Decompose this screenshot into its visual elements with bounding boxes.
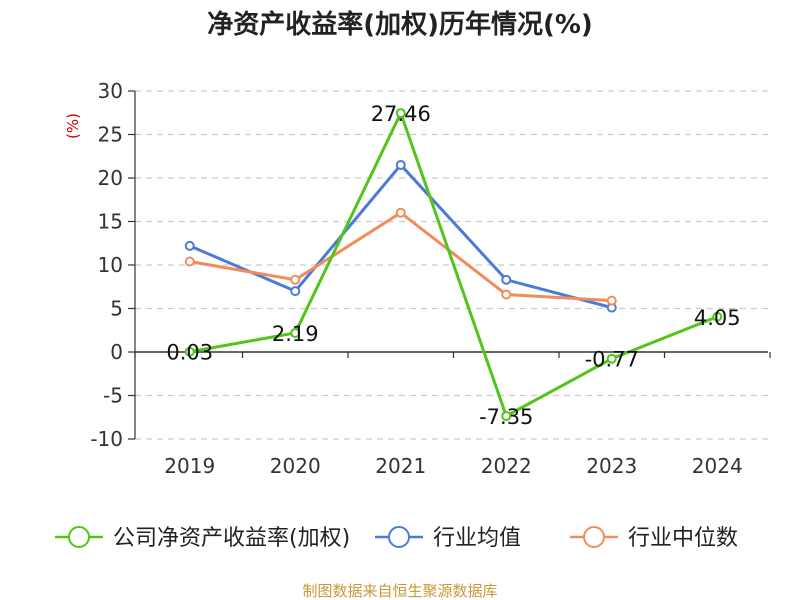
series-line-0 <box>189 111 718 418</box>
legend-label: 公司净资产收益率(加权) <box>113 526 350 551</box>
data-point <box>184 346 195 357</box>
x-tick-label: 2022 <box>481 454 532 478</box>
legend: 公司净资产收益率(加权) 行业均值 行业中位数 <box>55 526 738 551</box>
y-tick-label: 25 <box>98 123 123 147</box>
y-tick-label: 5 <box>110 297 123 321</box>
y-tick-label: 30 <box>98 79 123 103</box>
x-tick-label: 2020 <box>270 454 321 478</box>
data-label: 0.03 <box>166 341 213 365</box>
data-point <box>501 410 512 421</box>
data-point <box>184 240 195 251</box>
data-point <box>184 256 195 267</box>
y-tick-label: 15 <box>98 210 123 234</box>
y-tick-label: -5 <box>103 384 123 408</box>
series-line-1 <box>189 163 613 310</box>
axes: 30 25 20 15 10 5 0 -5 -10 2019 2020 2021 2022 2023 202… <box>90 79 771 478</box>
y-axis-label: (%) <box>64 113 82 139</box>
data-point <box>501 289 512 300</box>
data-point <box>395 207 406 218</box>
x-tick-label: 2019 <box>164 454 215 478</box>
y-tick-label: -10 <box>90 427 123 451</box>
data-label: 27.46 <box>371 102 431 126</box>
data-point <box>606 353 617 364</box>
data-point <box>395 108 406 119</box>
data-point <box>290 286 301 297</box>
y-tick-label: 10 <box>98 253 123 277</box>
legend-marker <box>68 526 90 548</box>
legend-marker <box>388 526 410 548</box>
legend-label: 行业均值 <box>433 526 521 551</box>
data-point <box>606 295 617 306</box>
legend-marker <box>583 526 605 548</box>
series-lines <box>184 108 723 421</box>
y-tick-label: 0 <box>110 340 123 364</box>
data-point <box>501 274 512 285</box>
series-line-2 <box>189 211 612 303</box>
y-tick-label: 20 <box>98 166 123 190</box>
grid-lines <box>135 90 768 440</box>
data-point <box>290 327 301 338</box>
data-label: -0.77 <box>585 348 639 372</box>
data-label: 2.19 <box>272 322 319 346</box>
x-tick-label: 2024 <box>692 454 743 478</box>
data-labels: 0.03 2.19 27.46 -7.35 -0.77 4.05 <box>166 102 740 429</box>
legend-label: 行业中位数 <box>628 526 738 551</box>
data-point <box>712 311 723 322</box>
chart-title: 净资产收益率(加权)历年情况(%) <box>207 9 593 40</box>
source-note: 制图数据来自恒生聚源数据库 <box>302 582 497 600</box>
x-tick-label: 2023 <box>586 454 637 478</box>
data-label: 4.05 <box>694 306 741 330</box>
data-point <box>290 274 301 285</box>
x-tick-label: 2021 <box>375 454 426 478</box>
data-label: -7.35 <box>479 405 533 429</box>
data-point <box>395 159 406 170</box>
